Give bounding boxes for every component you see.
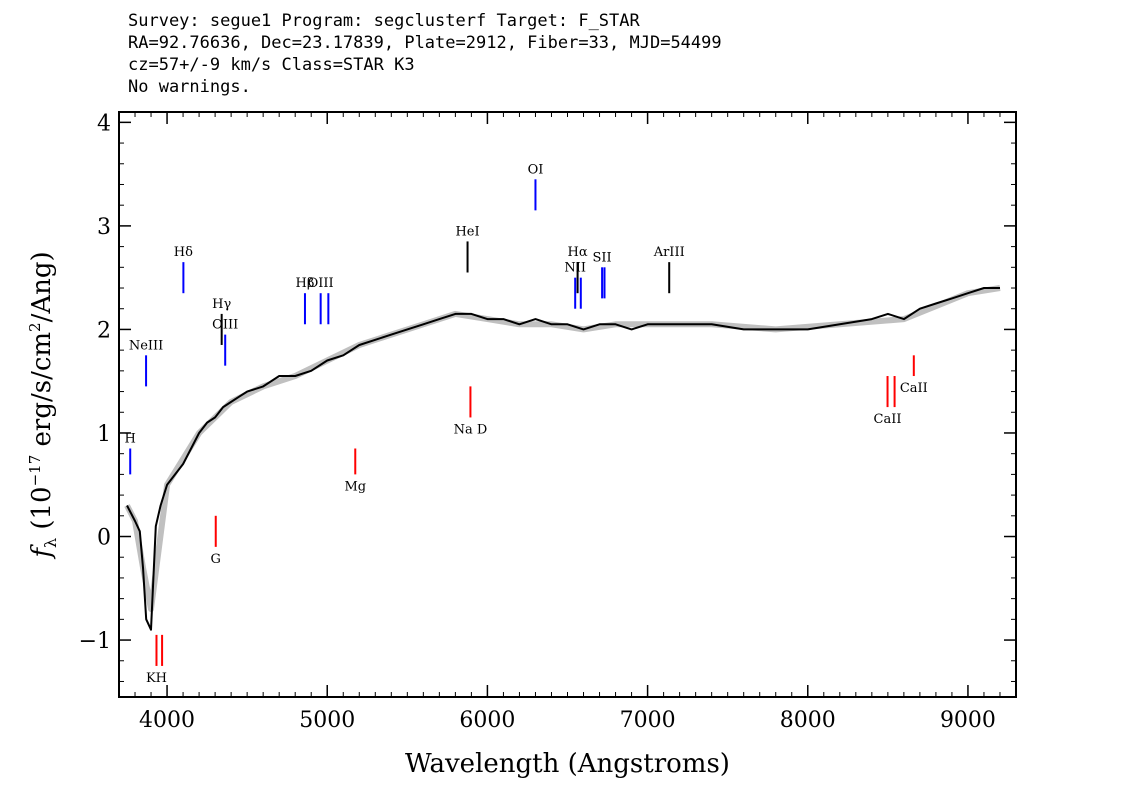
line-marker-label: G <box>211 552 221 567</box>
x-tick-label: 8000 <box>780 708 836 733</box>
y-tick-label: 3 <box>97 215 111 240</box>
y-tick-label: 1 <box>97 422 111 447</box>
error-band-line <box>124 285 1001 612</box>
x-axis-title: Wavelength (Angstroms) <box>405 749 730 779</box>
line-marker-label: SII <box>593 250 612 265</box>
x-tick-label: 7000 <box>620 708 676 733</box>
x-tick-label: 4000 <box>139 708 195 733</box>
line-marker-label: CaII <box>874 412 902 427</box>
header-coordinates-line: RA=92.76636, Dec=23.17839, Plate=2912, F… <box>128 33 722 53</box>
line-marker-label: OI <box>528 162 544 177</box>
line-marker-label: KH <box>146 671 167 686</box>
line-marker-label: OIII <box>212 318 238 333</box>
header-survey-line: Survey: segue1 Program: segclusterf Targ… <box>128 11 640 31</box>
line-marker-label: HeI <box>455 224 479 239</box>
y-axis-title: fλ (10−17 erg/s/cm2/Ang) <box>26 251 60 559</box>
header-redshift-line: cz=57+/-9 km/s Class=STAR K3 <box>128 55 415 75</box>
spectrum-line <box>126 287 1000 631</box>
y-tick-label: −1 <box>79 629 111 654</box>
line-marker-label: ArIII <box>653 245 685 260</box>
error-band-layer <box>124 285 1001 612</box>
line-marker-label: Hδ <box>174 245 193 260</box>
line-marker-label: OIII <box>308 276 334 291</box>
plot-header: Survey: segue1 Program: segclusterf Targ… <box>128 10 722 98</box>
plot-frame <box>118 111 1017 698</box>
x-tick-label: 9000 <box>940 708 996 733</box>
spectrum-layer <box>126 287 1000 631</box>
line-marker-label: NeIII <box>129 338 163 353</box>
y-tick-label: 4 <box>97 111 111 136</box>
line-marker-label: Mg <box>344 479 366 494</box>
line-marker-label: CaII <box>900 381 928 396</box>
line-marker-label: Hα <box>568 245 588 260</box>
y-tick-label: 0 <box>97 526 111 551</box>
line-marker-label: Hγ <box>212 297 231 312</box>
header-warnings-line: No warnings. <box>128 77 251 97</box>
line-marker-label: NII <box>564 261 586 276</box>
line-marker-label: Hβ <box>296 276 315 291</box>
x-tick-label: 5000 <box>299 708 355 733</box>
line-marker-label: H <box>125 432 136 447</box>
y-tick-label: 2 <box>97 318 111 343</box>
axis-ticks: 4000 5000 6000 7000 8000 9000 −1 0 1 2 3 4 <box>79 111 1017 733</box>
x-tick-label: 6000 <box>459 708 515 733</box>
line-marker-label: Na D <box>454 422 488 437</box>
